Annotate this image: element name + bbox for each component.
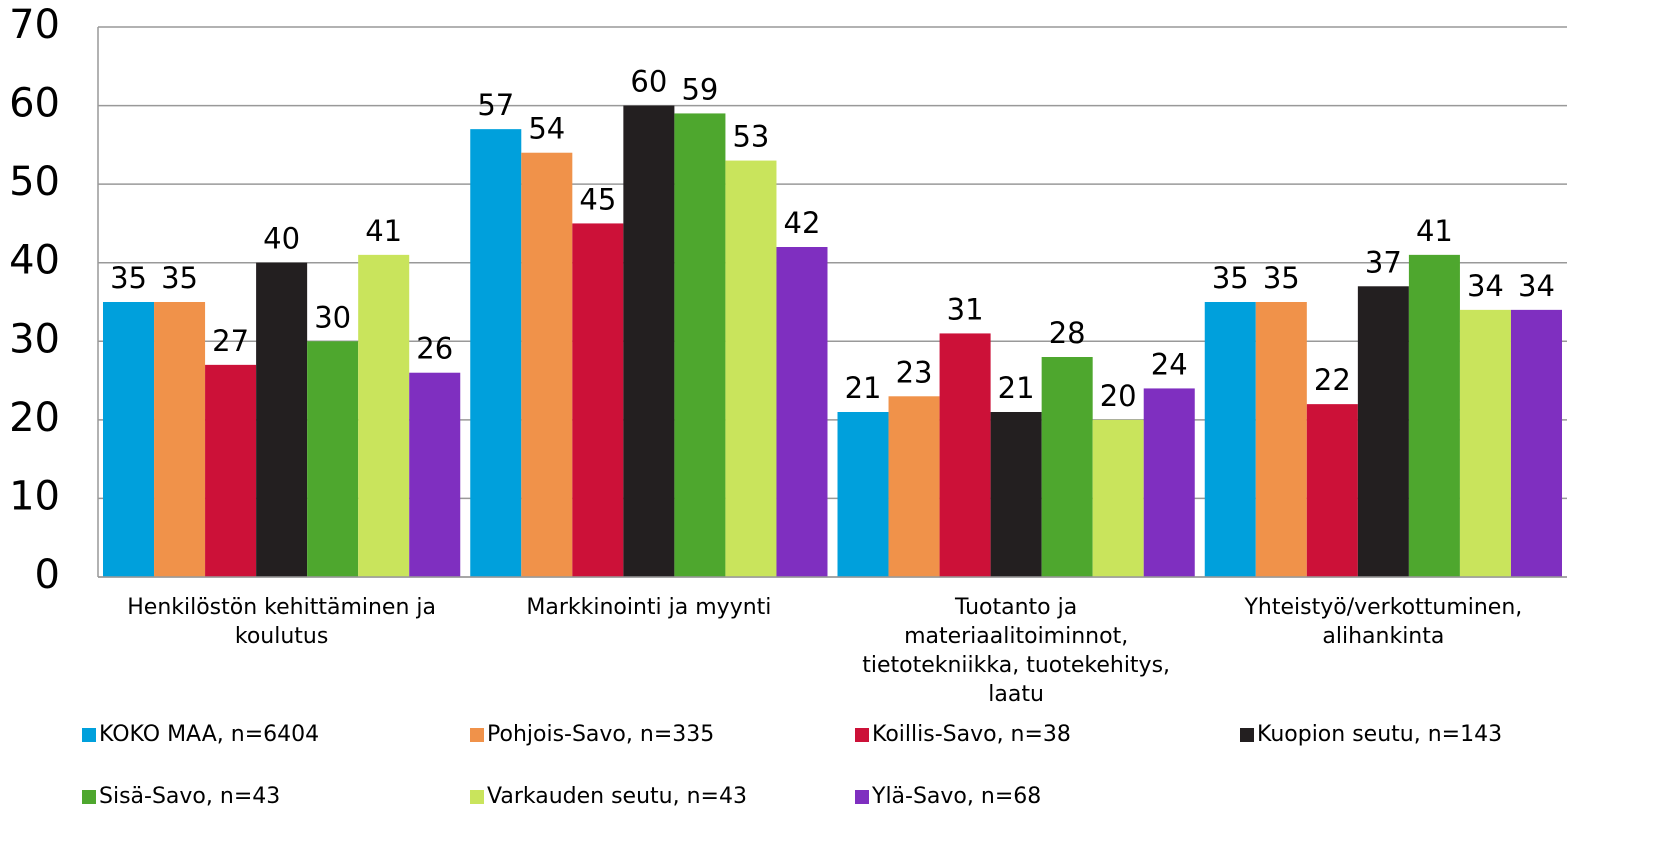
- data-label: 41: [365, 214, 402, 248]
- data-label: 28: [1049, 316, 1086, 350]
- data-label: 26: [416, 332, 453, 366]
- data-label: 31: [947, 292, 984, 326]
- y-tick-label: 40: [9, 238, 60, 284]
- bar: [1041, 357, 1093, 577]
- data-label: 54: [528, 112, 565, 146]
- y-tick-label: 10: [9, 473, 60, 519]
- bar: [1306, 404, 1358, 577]
- bar: [1143, 388, 1195, 577]
- data-label: 34: [1467, 269, 1504, 303]
- legend-label: Kuopion seutu, n=143: [1257, 722, 1502, 747]
- bar: [837, 412, 889, 577]
- data-label: 22: [1314, 363, 1351, 397]
- bar: [1204, 302, 1256, 577]
- data-label: 30: [314, 300, 351, 334]
- bar: [103, 302, 155, 577]
- legend-swatch: [855, 728, 869, 742]
- bar: [1092, 419, 1144, 577]
- legend-label: Varkauden seutu, n=43: [487, 784, 747, 809]
- legend-swatch: [1240, 728, 1254, 742]
- legend-label: Sisä-Savo, n=43: [99, 784, 280, 809]
- legend-label: Pohjois-Savo, n=335: [487, 722, 714, 747]
- legend-swatch: [82, 790, 96, 804]
- bar: [888, 396, 940, 577]
- bar: [205, 364, 257, 577]
- bar: [358, 254, 410, 577]
- y-tick-label: 50: [9, 159, 60, 205]
- bar: [990, 412, 1042, 577]
- data-label: 34: [1518, 269, 1555, 303]
- data-label: 35: [110, 261, 147, 295]
- bar: [256, 262, 308, 577]
- y-tick-label: 20: [9, 395, 60, 441]
- data-label: 60: [630, 65, 667, 99]
- data-label: 37: [1365, 245, 1402, 279]
- data-label: 53: [732, 120, 769, 154]
- data-label: 27: [212, 324, 249, 358]
- bar: [623, 105, 675, 578]
- legend-swatch: [470, 790, 484, 804]
- bar: [1510, 309, 1562, 577]
- bar: [1408, 254, 1460, 577]
- data-label: 21: [845, 371, 882, 405]
- bar: [674, 113, 726, 577]
- x-tick-label: Henkilöstön kehittäminen ja koulutus: [127, 595, 436, 649]
- data-label: 59: [681, 72, 718, 106]
- bar: [409, 372, 461, 577]
- data-label: 35: [1212, 261, 1249, 295]
- x-tick-label: Markkinointi ja myynti: [526, 595, 772, 620]
- data-label: 20: [1100, 379, 1137, 413]
- data-label: 35: [161, 261, 198, 295]
- data-label: 41: [1416, 214, 1453, 248]
- bar: [307, 341, 359, 577]
- data-label: 35: [1263, 261, 1300, 295]
- y-tick-label: 0: [35, 552, 60, 598]
- bar: [1357, 286, 1409, 577]
- legend-label: KOKO MAA, n=6404: [99, 722, 319, 747]
- bar: [572, 223, 624, 577]
- bar: [470, 129, 522, 577]
- data-label: 21: [998, 371, 1035, 405]
- bar: [776, 247, 828, 577]
- y-tick-label: 70: [9, 2, 60, 48]
- data-label: 57: [477, 88, 514, 122]
- data-label: 40: [263, 222, 300, 256]
- x-tick-label: Yhteistyö/verkottuminen, alihankinta: [1244, 595, 1523, 649]
- legend-label: Ylä-Savo, n=68: [871, 784, 1041, 809]
- legend-swatch: [82, 728, 96, 742]
- bar: [725, 160, 777, 578]
- data-label: 23: [896, 355, 933, 389]
- bar: [521, 152, 573, 577]
- bar: [1459, 309, 1511, 577]
- data-label: 24: [1151, 347, 1188, 381]
- legend-swatch: [470, 728, 484, 742]
- bar: [939, 333, 991, 577]
- y-tick-label: 30: [9, 316, 60, 362]
- legend-label: Koillis-Savo, n=38: [872, 722, 1071, 747]
- x-tick-label: Tuotanto ja materiaalitoiminnot, tietote…: [862, 595, 1171, 707]
- bar: [154, 302, 206, 577]
- data-label: 42: [784, 206, 821, 240]
- bar: [1255, 302, 1307, 577]
- y-tick-label: 60: [9, 81, 60, 127]
- data-label: 45: [579, 182, 616, 216]
- legend-swatch: [855, 790, 869, 804]
